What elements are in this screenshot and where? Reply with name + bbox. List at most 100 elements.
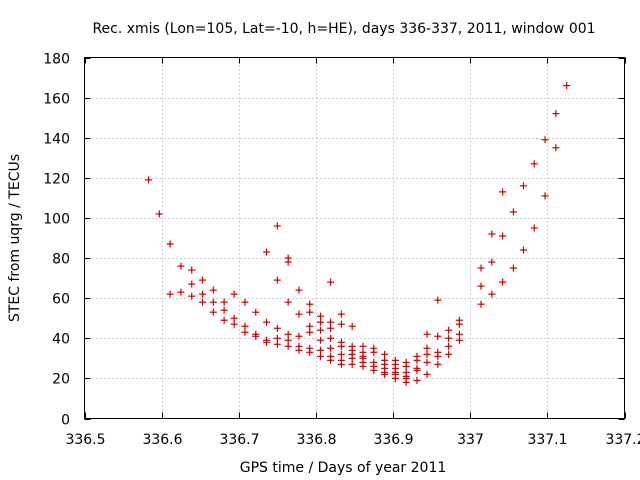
data-point [199,290,207,298]
data-point [241,322,249,330]
data-point [317,318,325,326]
y-tick-label: 180 [43,52,70,68]
data-point [434,296,442,304]
data-point [209,308,217,316]
data-point [455,320,463,328]
x-tick-label: 336.7 [219,432,259,448]
data-point [284,342,292,350]
y-tick-label: 80 [52,252,70,268]
y-tick-label: 100 [43,212,70,228]
grid [84,57,625,419]
data-point [337,360,345,368]
data-point [317,336,325,344]
data-point [317,352,325,360]
data-point [252,308,260,316]
data-point [445,326,453,334]
data-point [177,262,185,270]
data-point [241,328,249,336]
data-point [263,318,271,326]
x-tick-label: 337 [457,432,484,448]
y-tick-label: 60 [52,292,70,308]
data-point [166,240,174,248]
data-point [327,356,335,364]
data-point [530,160,538,168]
data-point [220,306,228,314]
data-point [391,374,399,382]
data-point [263,248,271,256]
data-point [295,286,303,294]
y-tick-labels: 0 20 40 60 80 100 120 140 160 180 [43,52,70,429]
data-point [230,290,238,298]
data-point [455,330,463,338]
data-point [327,324,335,332]
data-point [327,334,335,342]
data-point [166,290,174,298]
data-point [220,298,228,306]
data-point [284,298,292,306]
data-point [306,308,314,316]
data-point [209,286,217,294]
data-point [273,334,281,342]
data-point [177,288,185,296]
data-point [552,110,560,118]
y-axis-label: STEC from uqrg / TECUs [7,154,23,322]
data-point [488,230,496,238]
data-point [477,300,485,308]
data-point [445,350,453,358]
data-point [209,298,217,306]
data-point [273,324,281,332]
data-point [155,210,163,218]
data-point [509,208,517,216]
x-tick-label: 337.1 [527,432,567,448]
data-point [295,346,303,354]
data-point [327,344,335,352]
data-point [402,362,410,370]
data-point [509,264,517,272]
x-tick-labels: 336.5 336.6 336.7 336.8 336.9 337 337.1 337.2 [65,432,640,448]
data-point [317,326,325,334]
data-point [317,346,325,354]
x-tick-label: 336.9 [373,432,413,448]
data-point [413,366,421,374]
data-point [541,136,549,144]
x-tick-label: 337.2 [605,432,640,448]
data-point [306,300,314,308]
data-point [348,354,356,362]
data-point [348,322,356,330]
data-point [402,378,410,386]
data-point [423,350,431,358]
data-point [348,360,356,368]
y-tick-label: 0 [61,413,70,429]
y-tick-label: 40 [52,332,70,348]
data-point [284,258,292,266]
data-point [563,82,571,90]
y-tick-label: 120 [43,172,70,188]
data-point [230,320,238,328]
axis-ticks [84,57,626,420]
data-point [284,330,292,338]
y-tick-label: 160 [43,92,70,108]
data-point [327,278,335,286]
data-point [370,348,378,356]
data-point [477,264,485,272]
data-point [306,322,314,330]
data-point [488,258,496,266]
data-point [337,350,345,358]
data-point [145,176,153,184]
data-point [499,278,507,286]
data-point [370,366,378,374]
data-point [337,342,345,350]
data-point [381,370,389,378]
data-point [530,224,538,232]
data-point [273,222,281,230]
y-tick-label: 20 [52,372,70,388]
data-point [188,292,196,300]
data-point [295,310,303,318]
x-axis-label: GPS time / Days of year 2011 [240,460,447,476]
data-point [413,356,421,364]
data-point [327,318,335,326]
data-point [423,344,431,352]
data-points [145,82,571,386]
data-point [519,246,527,254]
